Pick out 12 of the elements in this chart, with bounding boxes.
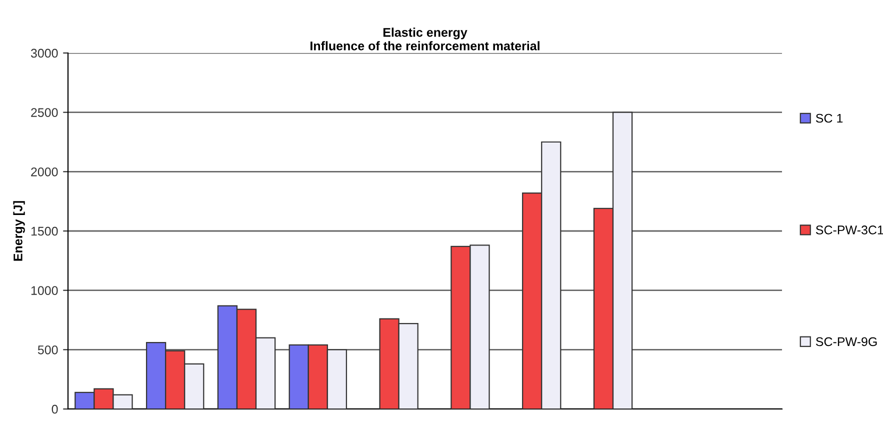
y-axis-title: Energy [J] (13, 201, 25, 261)
y-tick-label: 0 (52, 404, 58, 414)
legend-label: SC-PW-9G (816, 337, 877, 346)
y-tick-label: 2000 (31, 167, 58, 176)
y-tick-label: 500 (38, 345, 58, 354)
legend-label: SC 1 (816, 114, 843, 123)
y-tick-label: 2500 (31, 108, 58, 117)
legend-label: SC-PW-3C1 (816, 226, 883, 234)
chart-title: Elastic energy Influence of the reinforcement material (310, 28, 540, 50)
y-tick-label: 3000 (30, 48, 58, 58)
y-tick-label: 1500 (31, 226, 58, 236)
y-tick-label: 1000 (31, 286, 58, 295)
